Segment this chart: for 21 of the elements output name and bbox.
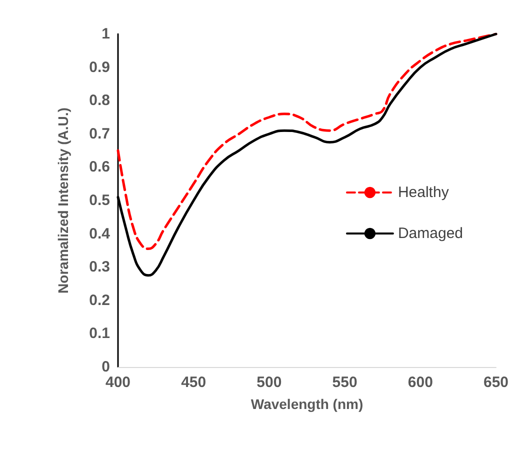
- y-tick-label: 0.3: [89, 258, 110, 276]
- y-tick-label: 0.2: [89, 292, 110, 309]
- x-axis-title: Wavelength (nm): [250, 396, 364, 412]
- x-tick-label: 550: [332, 374, 358, 391]
- y-tick-label: 1: [102, 26, 110, 42]
- y-tick-label: 0.9: [89, 58, 110, 76]
- y-tick-label: 0: [102, 358, 110, 376]
- x-tick-label: 500: [256, 374, 282, 391]
- y-tick-label: 0.7: [89, 125, 110, 142]
- y-tick-label: 0.5: [89, 192, 110, 209]
- x-tick-label: 600: [408, 374, 433, 391]
- x-tick-label: 650: [483, 374, 509, 391]
- x-tick-label: 450: [181, 374, 206, 391]
- y-tick-label: 0.8: [89, 92, 110, 110]
- y-tick-label: 0.4: [89, 225, 111, 242]
- x-tick-label: 400: [105, 374, 131, 391]
- y-axis-title: Noramalized Intensity (A.U.): [55, 108, 71, 294]
- y-tick-label: 0.1: [89, 325, 110, 342]
- legend-label: Damaged: [398, 225, 464, 242]
- legend-label: Healthy: [398, 184, 450, 201]
- y-tick-label: 0.6: [89, 158, 110, 176]
